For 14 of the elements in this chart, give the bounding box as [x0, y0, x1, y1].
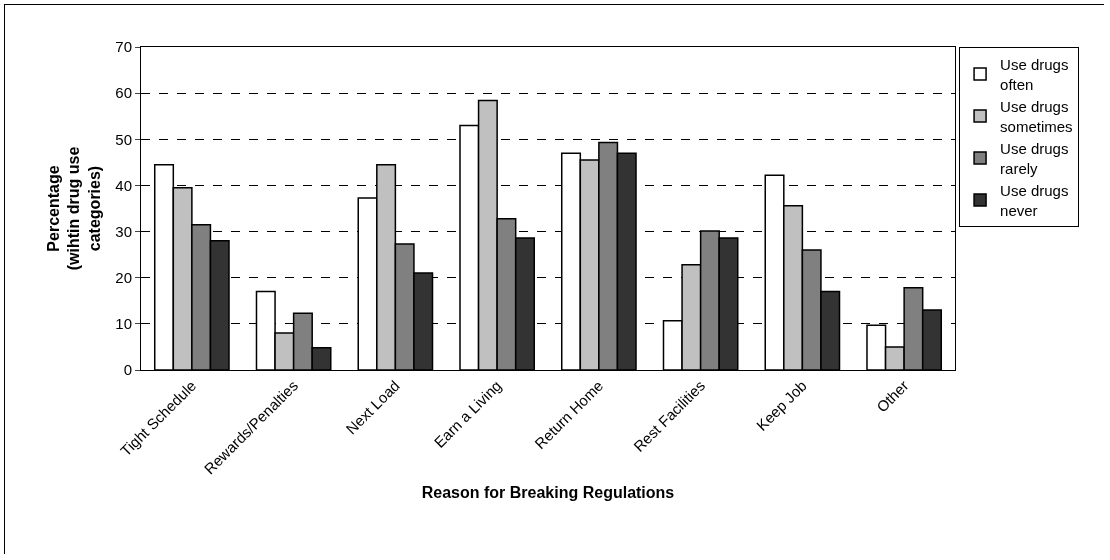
- legend-label: Use drugs sometimes: [1000, 98, 1073, 135]
- x-axis-title: Reason for Breaking Regulations: [421, 484, 675, 502]
- y-tick-label: 70: [115, 38, 132, 56]
- y-tick-label: 20: [115, 268, 132, 286]
- legend-label: Use drugs never: [1000, 182, 1069, 219]
- y-tick-label: 40: [115, 176, 132, 194]
- y-tick-label: 0: [123, 361, 132, 379]
- y-tick-label: 60: [115, 84, 132, 102]
- y-tick-label: 50: [115, 130, 132, 148]
- y-tick-label: 30: [115, 222, 132, 240]
- legend-label: Use drugs often: [1000, 56, 1069, 93]
- y-tick-label: 10: [115, 315, 132, 333]
- y-axis-title: Percentage (wihtin drug use categories): [44, 146, 104, 271]
- legend-label: Use drugs rarely: [1000, 140, 1069, 177]
